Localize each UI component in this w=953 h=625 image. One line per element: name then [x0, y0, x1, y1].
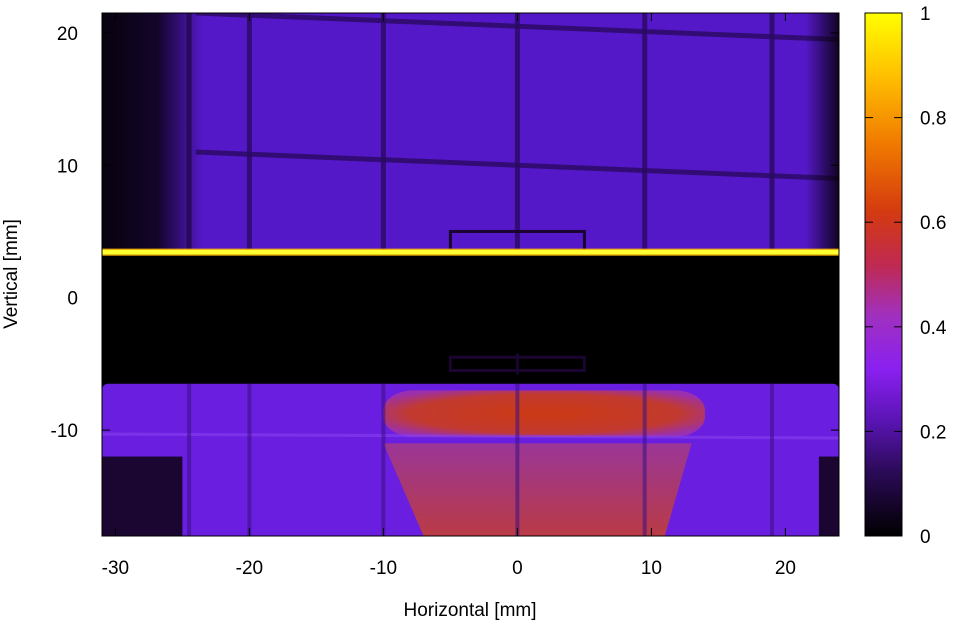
colorbar-tick-label: 0 [920, 527, 931, 548]
upper-region [102, 13, 839, 253]
x-tick-label: -20 [236, 558, 263, 579]
colorbar-tick-label: 0.8 [920, 109, 946, 130]
grid-line-horizontal [195, 149, 839, 182]
lower-left-dark [102, 456, 183, 536]
x-tick-label: 20 [775, 558, 796, 579]
bright-line-edge [102, 248, 839, 250]
bright-line-edge [102, 254, 839, 256]
x-tick-label: -30 [102, 558, 129, 579]
colorbar [864, 12, 903, 537]
y-tick-label: 20 [57, 24, 78, 45]
colorbar-tick-label: 0.6 [920, 213, 946, 234]
grid-line-horizontal [195, 13, 839, 42]
bright-line [102, 249, 839, 255]
colorbar-axis: 0 0.2 0.4 0.6 0.8 1 [865, 4, 947, 548]
plot-frame [101, 12, 840, 537]
y-tick-label: 0 [67, 289, 78, 310]
lower-hot-region [383, 443, 692, 536]
x-tick-label: 0 [512, 558, 523, 579]
colorbar-tick-label: 0.4 [920, 318, 947, 339]
left-fade [102, 13, 203, 253]
lower-right-dark [818, 456, 839, 536]
y-axis-label: Vertical [mm] [1, 219, 22, 329]
lower-streak [102, 432, 839, 440]
axes: -30 -20 -10 0 10 20 -10 0 10 20 [51, 13, 839, 579]
heatmap-plot-area [102, 13, 839, 536]
colorbar-tick-label: 0.2 [920, 422, 946, 443]
x-tick-label: -10 [370, 558, 397, 579]
right-fade [805, 13, 839, 253]
y-tick-label: 10 [57, 156, 78, 177]
hot-region [383, 390, 705, 437]
x-axis-label: Horizontal [mm] [403, 600, 536, 621]
dark-band [102, 252, 839, 358]
x-tick-label: 10 [641, 558, 662, 579]
y-tick-label: -10 [51, 421, 78, 442]
colorbar-tick-label: 1 [920, 4, 931, 25]
